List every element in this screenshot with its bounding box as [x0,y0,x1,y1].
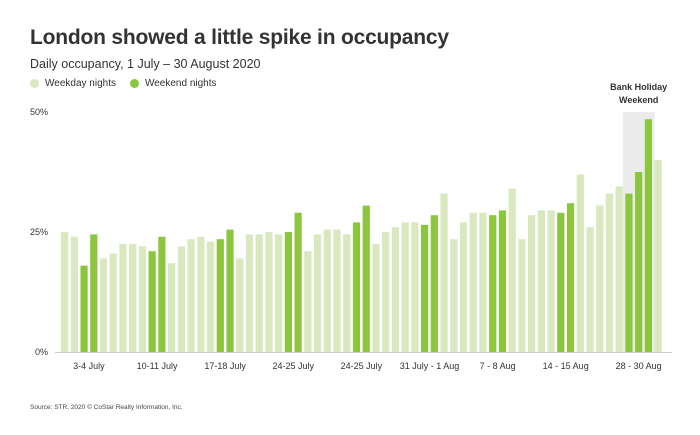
bar-weekend [489,215,497,352]
bar-weekday [119,244,127,352]
legend-item-weekend: Weekend nights [129,78,217,89]
bar-weekend [216,239,224,352]
bar-weekend [158,236,166,352]
bar-weekday [265,232,273,352]
bar-weekend [226,229,234,352]
chart-subtitle: Daily occupancy, 1 July – 30 August 2020 [30,57,261,71]
bar-weekday [168,263,176,352]
bar-weekend [635,172,643,352]
bar-weekday [576,174,584,352]
x-tick-label: 10-11 July [137,361,178,371]
bar-weekday [99,258,108,352]
bar-weekday [323,229,331,352]
bar-weekday [596,205,604,352]
bar-weekend [80,265,88,352]
bar-weekend [148,251,156,352]
bar-weekday [313,234,322,352]
bar-weekday [508,188,516,352]
bar-weekday [372,244,380,352]
bar-weekday [275,234,283,352]
bar-weekday [236,258,244,352]
bar-weekday [255,234,263,352]
bar-weekday [479,212,487,352]
bar-weekday [537,210,545,352]
x-tick-label: 3-4 July [73,361,105,371]
bar-weekday [401,222,409,352]
bar-weekend [430,215,438,352]
bar-weekday [440,193,448,352]
bar-weekday [61,232,69,352]
bar-weekday [206,241,215,352]
bar-weekday [528,215,536,352]
bar-weekday [187,239,195,352]
bar-weekend [284,232,292,352]
bar-weekday [654,160,662,352]
annotation-label: Weekend [619,95,658,105]
bar-weekend [362,205,370,352]
legend-swatch-weekday [30,79,39,88]
bar-weekday [333,229,341,352]
legend-label-weekday: Weekday nights [45,78,116,89]
annotation-label: Bank Holiday [610,82,667,92]
y-tick-label: 50% [30,107,48,117]
bar-weekday [586,227,594,352]
bar-weekday [450,239,458,352]
bar-weekend [644,119,652,352]
y-tick-label: 25% [30,227,48,237]
bar-weekday [547,210,555,352]
bar-weekday [245,234,254,352]
bar-weekday [109,253,117,352]
x-tick-label: 28 - 30 Aug [616,361,662,371]
x-tick-label: 14 - 15 Aug [543,361,589,371]
bar-weekday [518,239,526,352]
y-tick-label: 0% [35,347,48,357]
bar-weekday [459,222,468,352]
bar-weekend [90,234,98,352]
bar-weekend [294,212,302,352]
bar-weekend [566,203,575,352]
bar-weekend [352,222,361,352]
bar-weekday [70,236,78,352]
bar-weekend [625,193,633,352]
bar-weekday [138,246,147,352]
x-tick-label: 7 - 8 Aug [480,361,516,371]
bar-weekday [615,186,623,352]
bar-weekday [129,244,137,352]
bar-weekday [391,227,400,352]
bar-weekday [605,193,614,352]
legend-item-weekday: Weekday nights [30,78,116,89]
bar-weekend [557,212,565,352]
bar-weekend [498,210,507,352]
x-tick-label: 31 July - 1 Aug [400,361,460,371]
bar-weekday [469,212,477,352]
legend-swatch-weekend [129,79,139,88]
bar-weekday [343,234,351,352]
source-note: Source: STR. 2020 © CoStar Realty Inform… [30,404,183,411]
x-tick-label: 24-25 July [341,361,383,371]
legend: Weekday nights Weekend nights [30,78,217,89]
x-tick-label: 24-25 July [272,361,314,371]
x-tick-label: 17-18 July [204,361,246,371]
chart-title: London showed a little spike in occupanc… [30,26,449,49]
bar-weekday [197,236,205,352]
bar-weekend [421,224,429,352]
bar-weekday [304,251,312,352]
bar-weekday [411,222,419,352]
legend-label-weekend: Weekend nights [144,78,217,89]
bar-weekday [177,246,185,352]
bar-weekday [382,232,390,352]
